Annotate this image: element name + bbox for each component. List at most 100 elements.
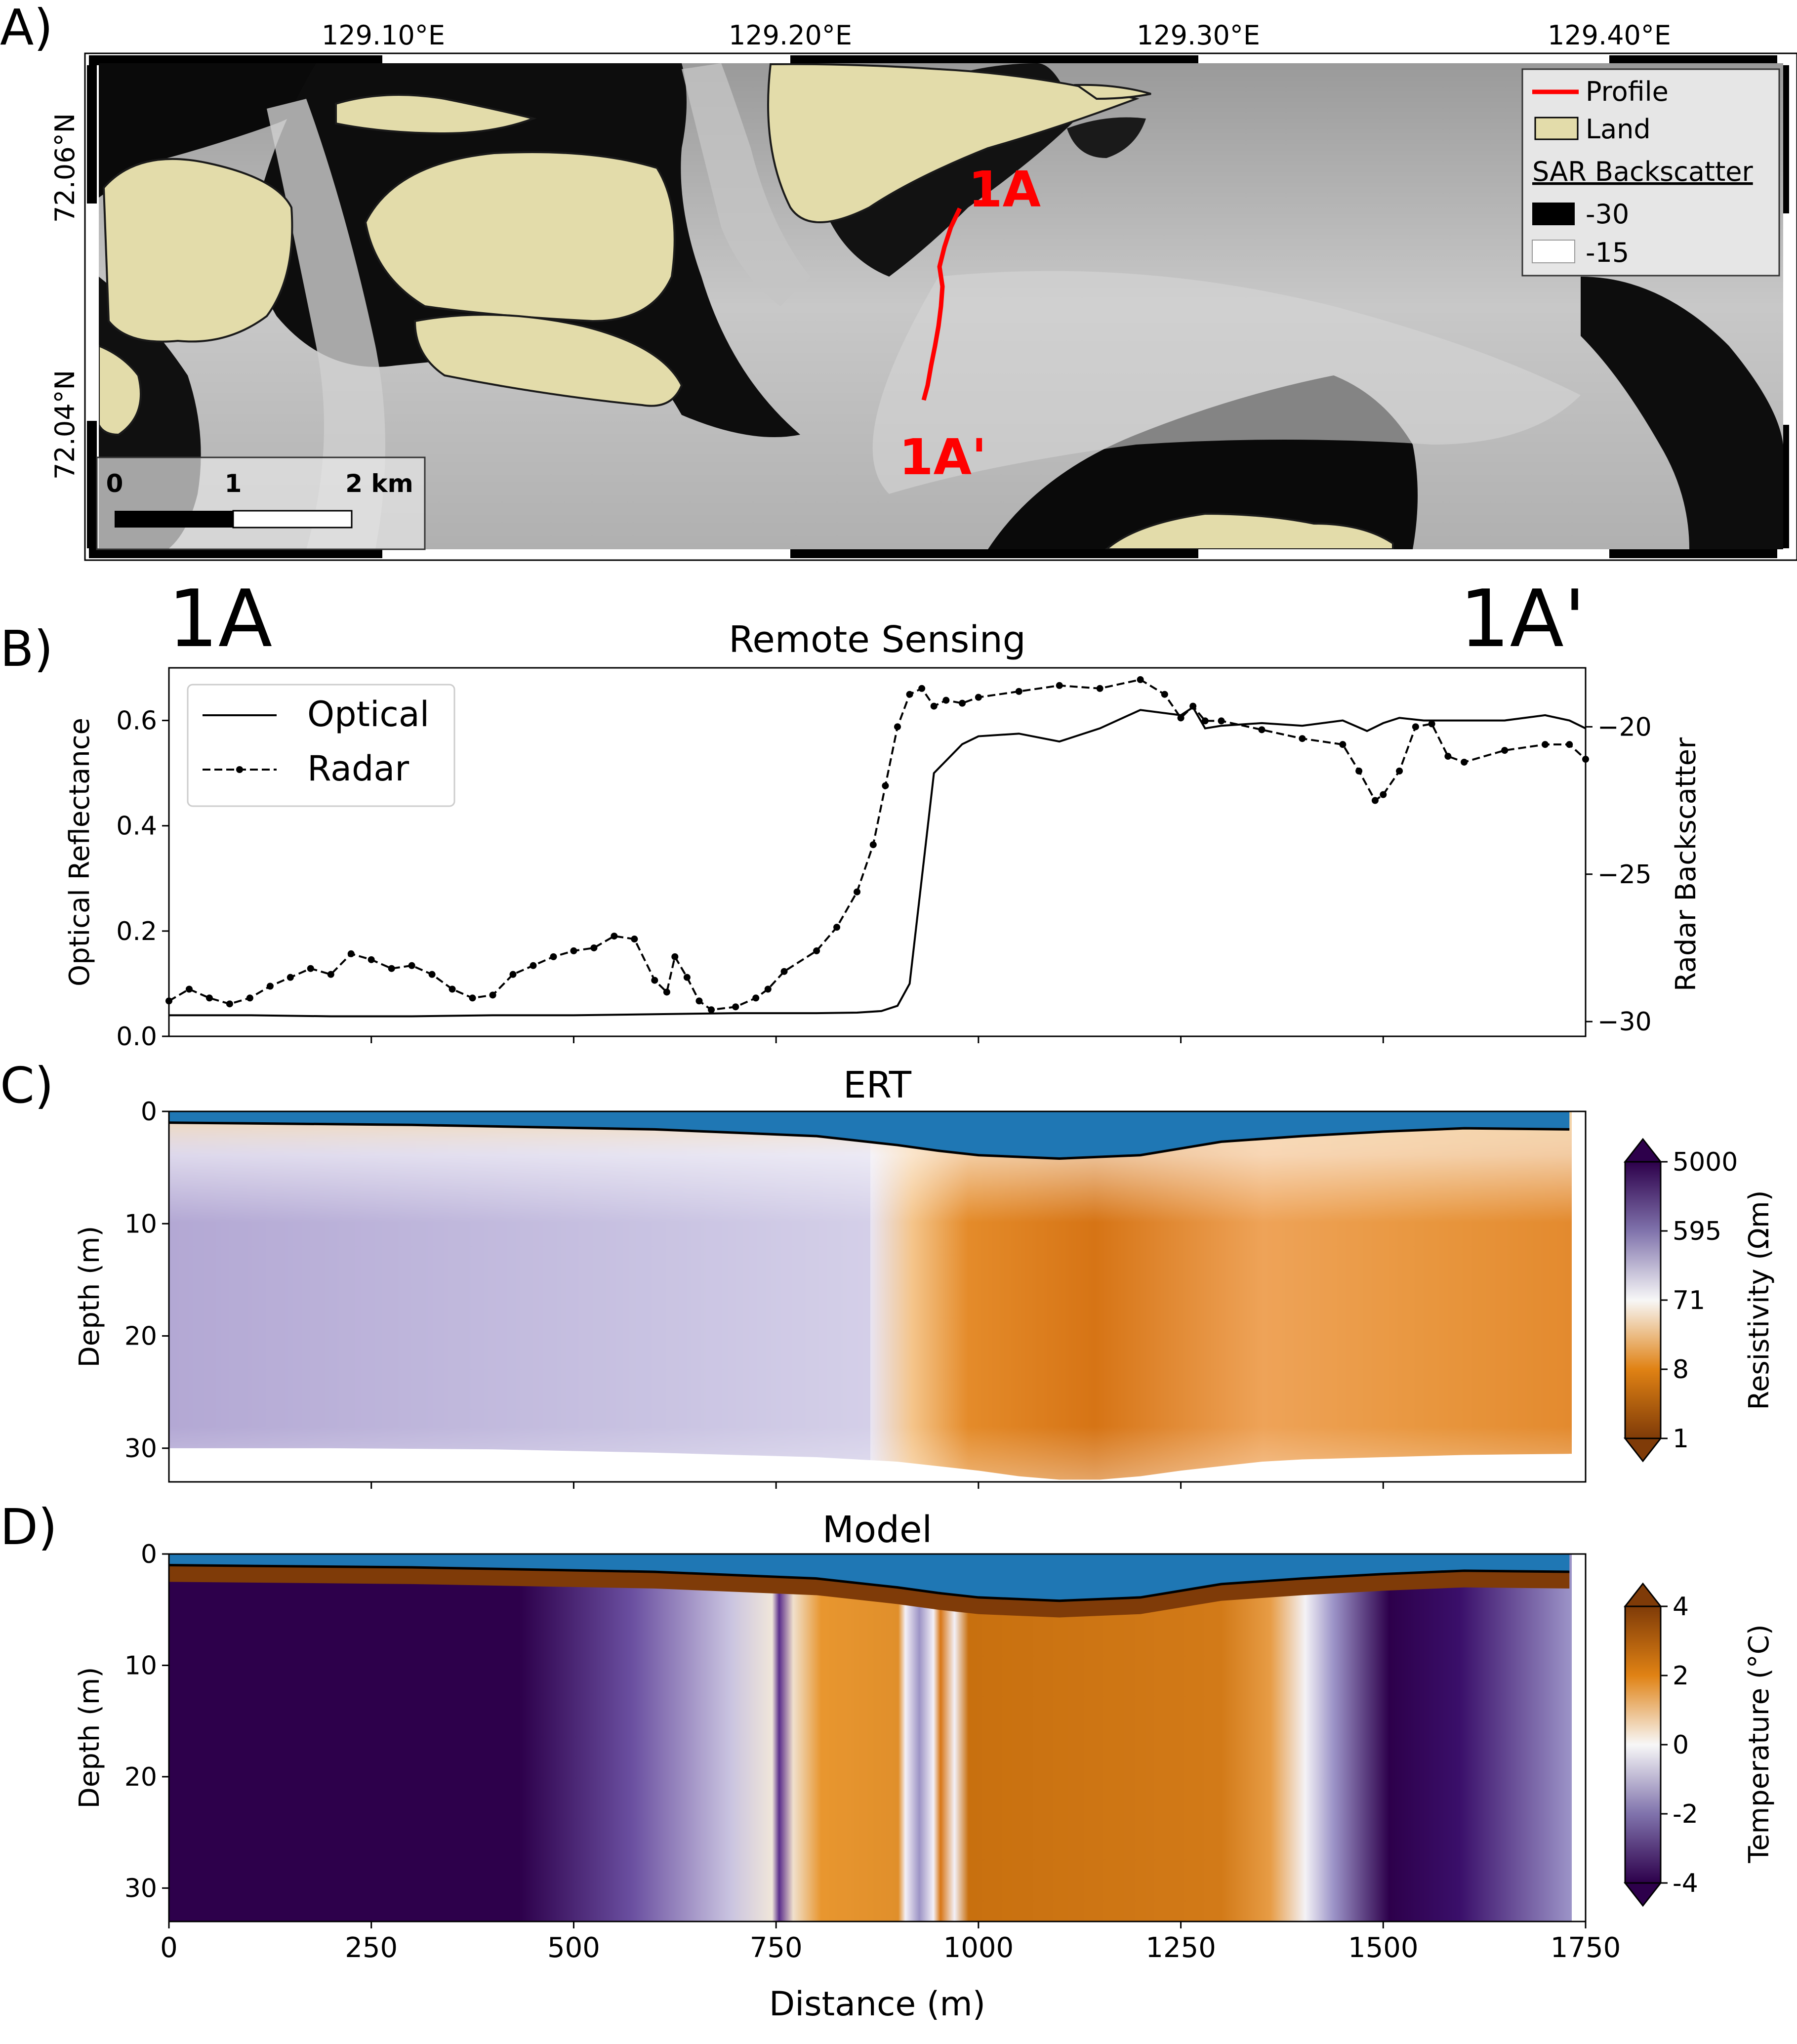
scale-bar: 0 1 2 km [96,456,426,550]
y2-tick-label: −25 [1597,860,1652,890]
depth-tick-label: 20 [124,1762,157,1792]
radar-point [651,977,658,984]
radar-point [854,888,861,896]
radar-point [1355,767,1363,775]
radar-point [509,971,517,978]
radar-point [1380,791,1387,798]
radar-point [1258,726,1266,734]
colorbar-tick-label: -2 [1673,1799,1698,1829]
lon-tick-label: 129.10°E [322,20,445,51]
x-tick-label: 1000 [943,1932,1014,1964]
scale-tick-0: 0 [106,469,123,498]
radar-point [764,985,772,993]
radar-point [1444,753,1452,760]
ert-plot: 0 10 20 30 Depth (m) [74,1097,1587,1489]
depth-tick-label: 10 [124,1209,157,1239]
depth-tick-label: 0 [141,1540,157,1569]
profile-end-marker: 1A' [1460,572,1586,665]
radar-point [347,950,355,957]
radar-point [882,782,889,789]
radar-point [1396,767,1403,775]
radar-point [1161,691,1168,698]
radar-point [185,985,193,993]
radar-point [752,994,760,1002]
colorbar-tick-label: -4 [1673,1869,1698,1898]
remote-sensing-plot: 0.0 0.2 0.4 0.6 −20 −25 −30 Optical Reflectanc… [64,667,1702,1052]
radar-point [942,696,950,704]
radar-point [1189,702,1197,710]
colorbar-tick-label: 8 [1673,1355,1689,1385]
depth-tick-label: 30 [124,1874,157,1903]
resistivity-colorbar-label: Resistivity (Ωm) [1743,1190,1775,1410]
profile-start-marker: 1A [168,572,272,665]
radar-point [590,944,598,951]
legend-sar-high: -15 [1586,237,1629,268]
x-tick-label: 1750 [1551,1932,1621,1964]
radar-point [307,965,314,972]
y-tick-label: 0.6 [116,706,157,736]
profile-end-label: 1A' [899,428,987,486]
radar-point [165,997,172,1005]
radar-point [1056,682,1063,689]
y-axis-title: Optical Reflectance [64,718,96,986]
colorbar-tick-label: 2 [1673,1661,1689,1691]
radar-point [1096,685,1103,692]
y2-tick-label: −30 [1597,1007,1652,1037]
radar-point [368,956,375,963]
radar-point [1371,797,1379,804]
remote-sensing-title: Remote Sensing [729,618,1025,661]
radar-point [683,974,691,981]
depth-tick-label: 10 [124,1651,157,1680]
lon-tick-label: 129.30°E [1137,20,1260,51]
legend-sar-low: -30 [1586,199,1629,230]
radar-point [530,962,537,969]
colorbar-tick-label: 595 [1673,1217,1721,1246]
radar-series-line [168,678,1587,1011]
radar-point [833,924,841,931]
radar-point [611,933,618,940]
colorbar-tick-label: 0 [1673,1730,1689,1760]
radar-point [266,982,274,990]
lon-tick-label: 129.20°E [729,20,852,51]
legend-optical-label: Optical [307,694,429,735]
y-tick-label: 0.4 [116,812,157,841]
legend-sar-title: SAR Backscatter [1532,156,1753,187]
radar-point [1461,758,1468,766]
radar-point [1542,741,1549,748]
radar-point [327,971,334,978]
x-tick-label: 1500 [1348,1932,1419,1964]
radar-point [671,953,679,960]
radar-point [469,994,476,1002]
legend-radar-label: Radar [307,748,409,789]
y-tick-label: 0.2 [116,917,157,946]
radar-point [708,1006,715,1014]
radar-point [1299,735,1306,742]
profile-line [921,207,962,401]
colorbar-tick-label: 71 [1673,1286,1705,1315]
model-y-axis-title: Depth (m) [74,1667,106,1809]
radar-point [695,997,703,1005]
ert-y-axis-title: Depth (m) [74,1226,106,1368]
legend-profile-label: Profile [1586,76,1669,107]
radar-point [975,694,982,701]
radar-point [408,962,415,969]
radar-point [1015,688,1022,695]
radar-point [813,947,820,954]
colorbar-tick-label: 1 [1673,1424,1689,1454]
map-legend: Profile Land SAR Backscatter -30 -15 [1521,68,1780,277]
depth-tick-label: 30 [124,1434,157,1464]
radar-point [570,947,577,954]
radar-point [1137,676,1144,683]
radar-point [918,685,926,692]
radar-point [663,988,670,996]
rs-legend: Optical Radar [187,684,455,807]
radar-point [550,953,557,960]
model-title: Model [822,1509,932,1551]
colorbar-tick-label: 4 [1673,1592,1689,1622]
y2-axis-title: Radar Backscatter [1670,737,1702,991]
ert-title: ERT [843,1064,912,1106]
panel-b-label: B) [0,620,53,678]
radar-point [246,994,253,1002]
x-tick-label: 750 [750,1932,803,1964]
radar-point [226,1000,233,1008]
